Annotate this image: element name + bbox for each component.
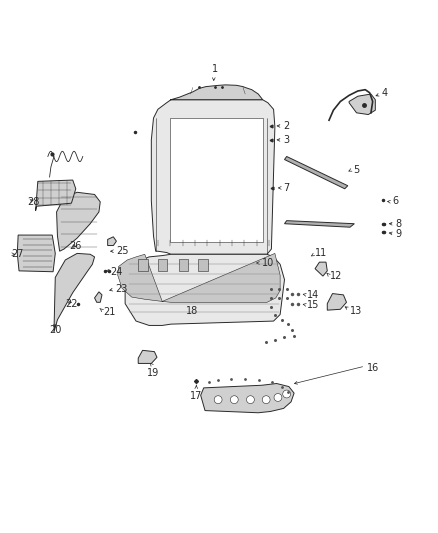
Polygon shape — [349, 94, 375, 115]
Text: 27: 27 — [12, 249, 24, 259]
Polygon shape — [179, 259, 188, 271]
Text: 16: 16 — [367, 363, 379, 373]
Polygon shape — [315, 262, 327, 276]
Polygon shape — [108, 237, 117, 246]
Text: 21: 21 — [103, 308, 116, 317]
Circle shape — [230, 395, 238, 403]
Polygon shape — [285, 221, 354, 227]
Polygon shape — [54, 253, 95, 332]
Text: 18: 18 — [186, 306, 198, 316]
Polygon shape — [17, 235, 55, 272]
Circle shape — [214, 395, 222, 403]
Text: 25: 25 — [117, 246, 129, 256]
Text: 19: 19 — [146, 368, 159, 378]
Text: 12: 12 — [330, 271, 343, 281]
Text: 5: 5 — [353, 165, 360, 175]
Text: 28: 28 — [27, 197, 39, 207]
Polygon shape — [138, 259, 148, 271]
Polygon shape — [125, 254, 285, 326]
Text: 1: 1 — [212, 63, 218, 74]
Circle shape — [247, 395, 254, 403]
Text: 15: 15 — [307, 300, 320, 310]
Polygon shape — [57, 192, 100, 251]
Circle shape — [283, 390, 290, 398]
Polygon shape — [158, 259, 167, 271]
Polygon shape — [170, 85, 263, 100]
Text: 9: 9 — [396, 229, 402, 239]
Text: 17: 17 — [190, 391, 202, 401]
Polygon shape — [327, 294, 346, 310]
Text: 23: 23 — [115, 284, 127, 294]
Polygon shape — [138, 350, 157, 364]
Text: 10: 10 — [262, 258, 274, 268]
Text: 22: 22 — [65, 298, 78, 309]
Text: 11: 11 — [315, 248, 327, 259]
Polygon shape — [151, 100, 275, 254]
Text: 24: 24 — [111, 266, 123, 277]
Polygon shape — [201, 384, 294, 413]
Text: 4: 4 — [381, 88, 388, 98]
Text: 8: 8 — [396, 219, 402, 229]
Circle shape — [274, 393, 282, 401]
Text: 14: 14 — [307, 290, 319, 300]
Polygon shape — [118, 253, 280, 302]
Polygon shape — [95, 292, 102, 302]
Circle shape — [262, 395, 270, 403]
Text: 7: 7 — [284, 183, 290, 193]
Text: 20: 20 — [49, 325, 62, 335]
Text: 3: 3 — [284, 135, 290, 145]
Text: 6: 6 — [393, 196, 399, 206]
Polygon shape — [198, 259, 208, 271]
Polygon shape — [35, 180, 76, 211]
Text: 13: 13 — [350, 306, 362, 316]
Polygon shape — [170, 118, 263, 243]
Polygon shape — [285, 157, 348, 189]
Text: 2: 2 — [284, 121, 290, 131]
Text: 26: 26 — [70, 240, 82, 251]
